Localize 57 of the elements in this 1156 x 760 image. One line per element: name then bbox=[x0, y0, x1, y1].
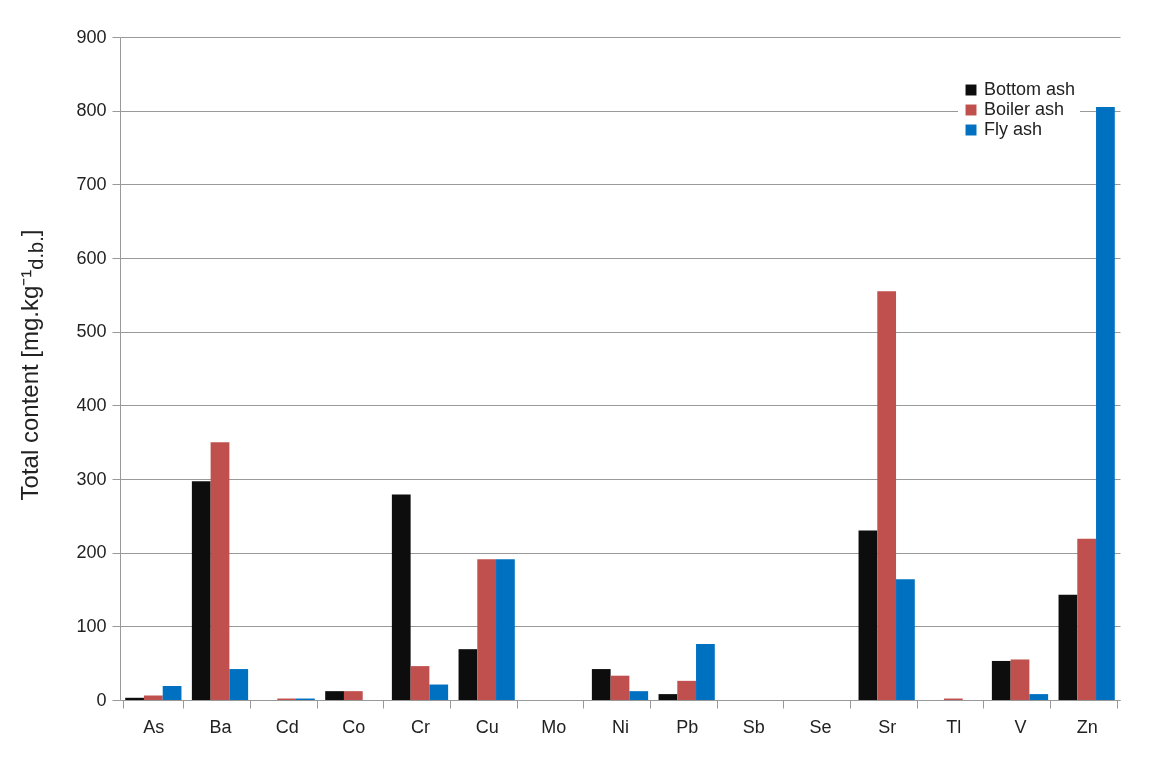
x-tick-label: Zn bbox=[1076, 716, 1098, 737]
bar bbox=[1096, 106, 1115, 700]
bar bbox=[143, 695, 163, 700]
bar bbox=[343, 691, 363, 700]
bar bbox=[591, 669, 611, 700]
x-tick-label: Cu bbox=[475, 716, 499, 737]
bar bbox=[496, 559, 515, 700]
x-tick-label: V bbox=[1014, 716, 1027, 737]
x-tick-label: Tl bbox=[946, 716, 962, 737]
bar bbox=[391, 494, 411, 700]
bar bbox=[677, 680, 697, 700]
bar bbox=[325, 691, 344, 700]
y-tick-label: 800 bbox=[76, 100, 107, 121]
y-tick-label: 100 bbox=[76, 615, 107, 636]
bar bbox=[991, 660, 1011, 700]
bar bbox=[477, 559, 497, 700]
y-tick-label: 600 bbox=[76, 247, 107, 268]
bar bbox=[1010, 659, 1030, 700]
x-tick-label: Cd bbox=[275, 716, 299, 737]
x-tick-label: Co bbox=[342, 716, 366, 737]
x-tick-label: Sr bbox=[878, 716, 897, 737]
x-tick-label: Pb bbox=[676, 716, 699, 737]
bar bbox=[1058, 594, 1078, 700]
bar bbox=[610, 675, 630, 700]
legend-label: Fly ash bbox=[984, 119, 1043, 139]
bar bbox=[658, 694, 678, 700]
x-tick-label: Se bbox=[809, 716, 832, 737]
y-tick-label: 900 bbox=[76, 26, 107, 47]
bar bbox=[429, 684, 449, 700]
x-tick-label: Ni bbox=[612, 716, 629, 737]
bar bbox=[858, 530, 878, 700]
y-tick-label: 300 bbox=[76, 468, 107, 489]
x-tick-label: Cr bbox=[411, 716, 430, 737]
bar bbox=[696, 644, 715, 700]
bar bbox=[1077, 538, 1097, 700]
bar bbox=[877, 291, 897, 700]
legend-label: Bottom ash bbox=[984, 79, 1076, 99]
bar bbox=[125, 697, 144, 700]
bar bbox=[210, 442, 230, 700]
bar bbox=[191, 481, 211, 700]
bar bbox=[162, 686, 182, 700]
y-tick-label: 700 bbox=[76, 173, 107, 194]
bar bbox=[458, 649, 478, 700]
x-tick-label: As bbox=[143, 716, 165, 737]
bar bbox=[410, 666, 430, 700]
y-tick-label: 0 bbox=[96, 689, 107, 710]
legend-label: Boiler ash bbox=[984, 99, 1065, 119]
y-tick-label: 500 bbox=[76, 321, 107, 342]
bar bbox=[896, 579, 915, 700]
bar bbox=[629, 691, 649, 700]
bar bbox=[1029, 694, 1049, 700]
y-tick-label: 200 bbox=[76, 542, 107, 563]
x-tick-label: Ba bbox=[209, 716, 233, 737]
y-tick-label: 400 bbox=[76, 394, 107, 415]
x-tick-label: Sb bbox=[742, 716, 765, 737]
bar bbox=[229, 669, 249, 700]
x-tick-label: Mo bbox=[541, 716, 567, 737]
